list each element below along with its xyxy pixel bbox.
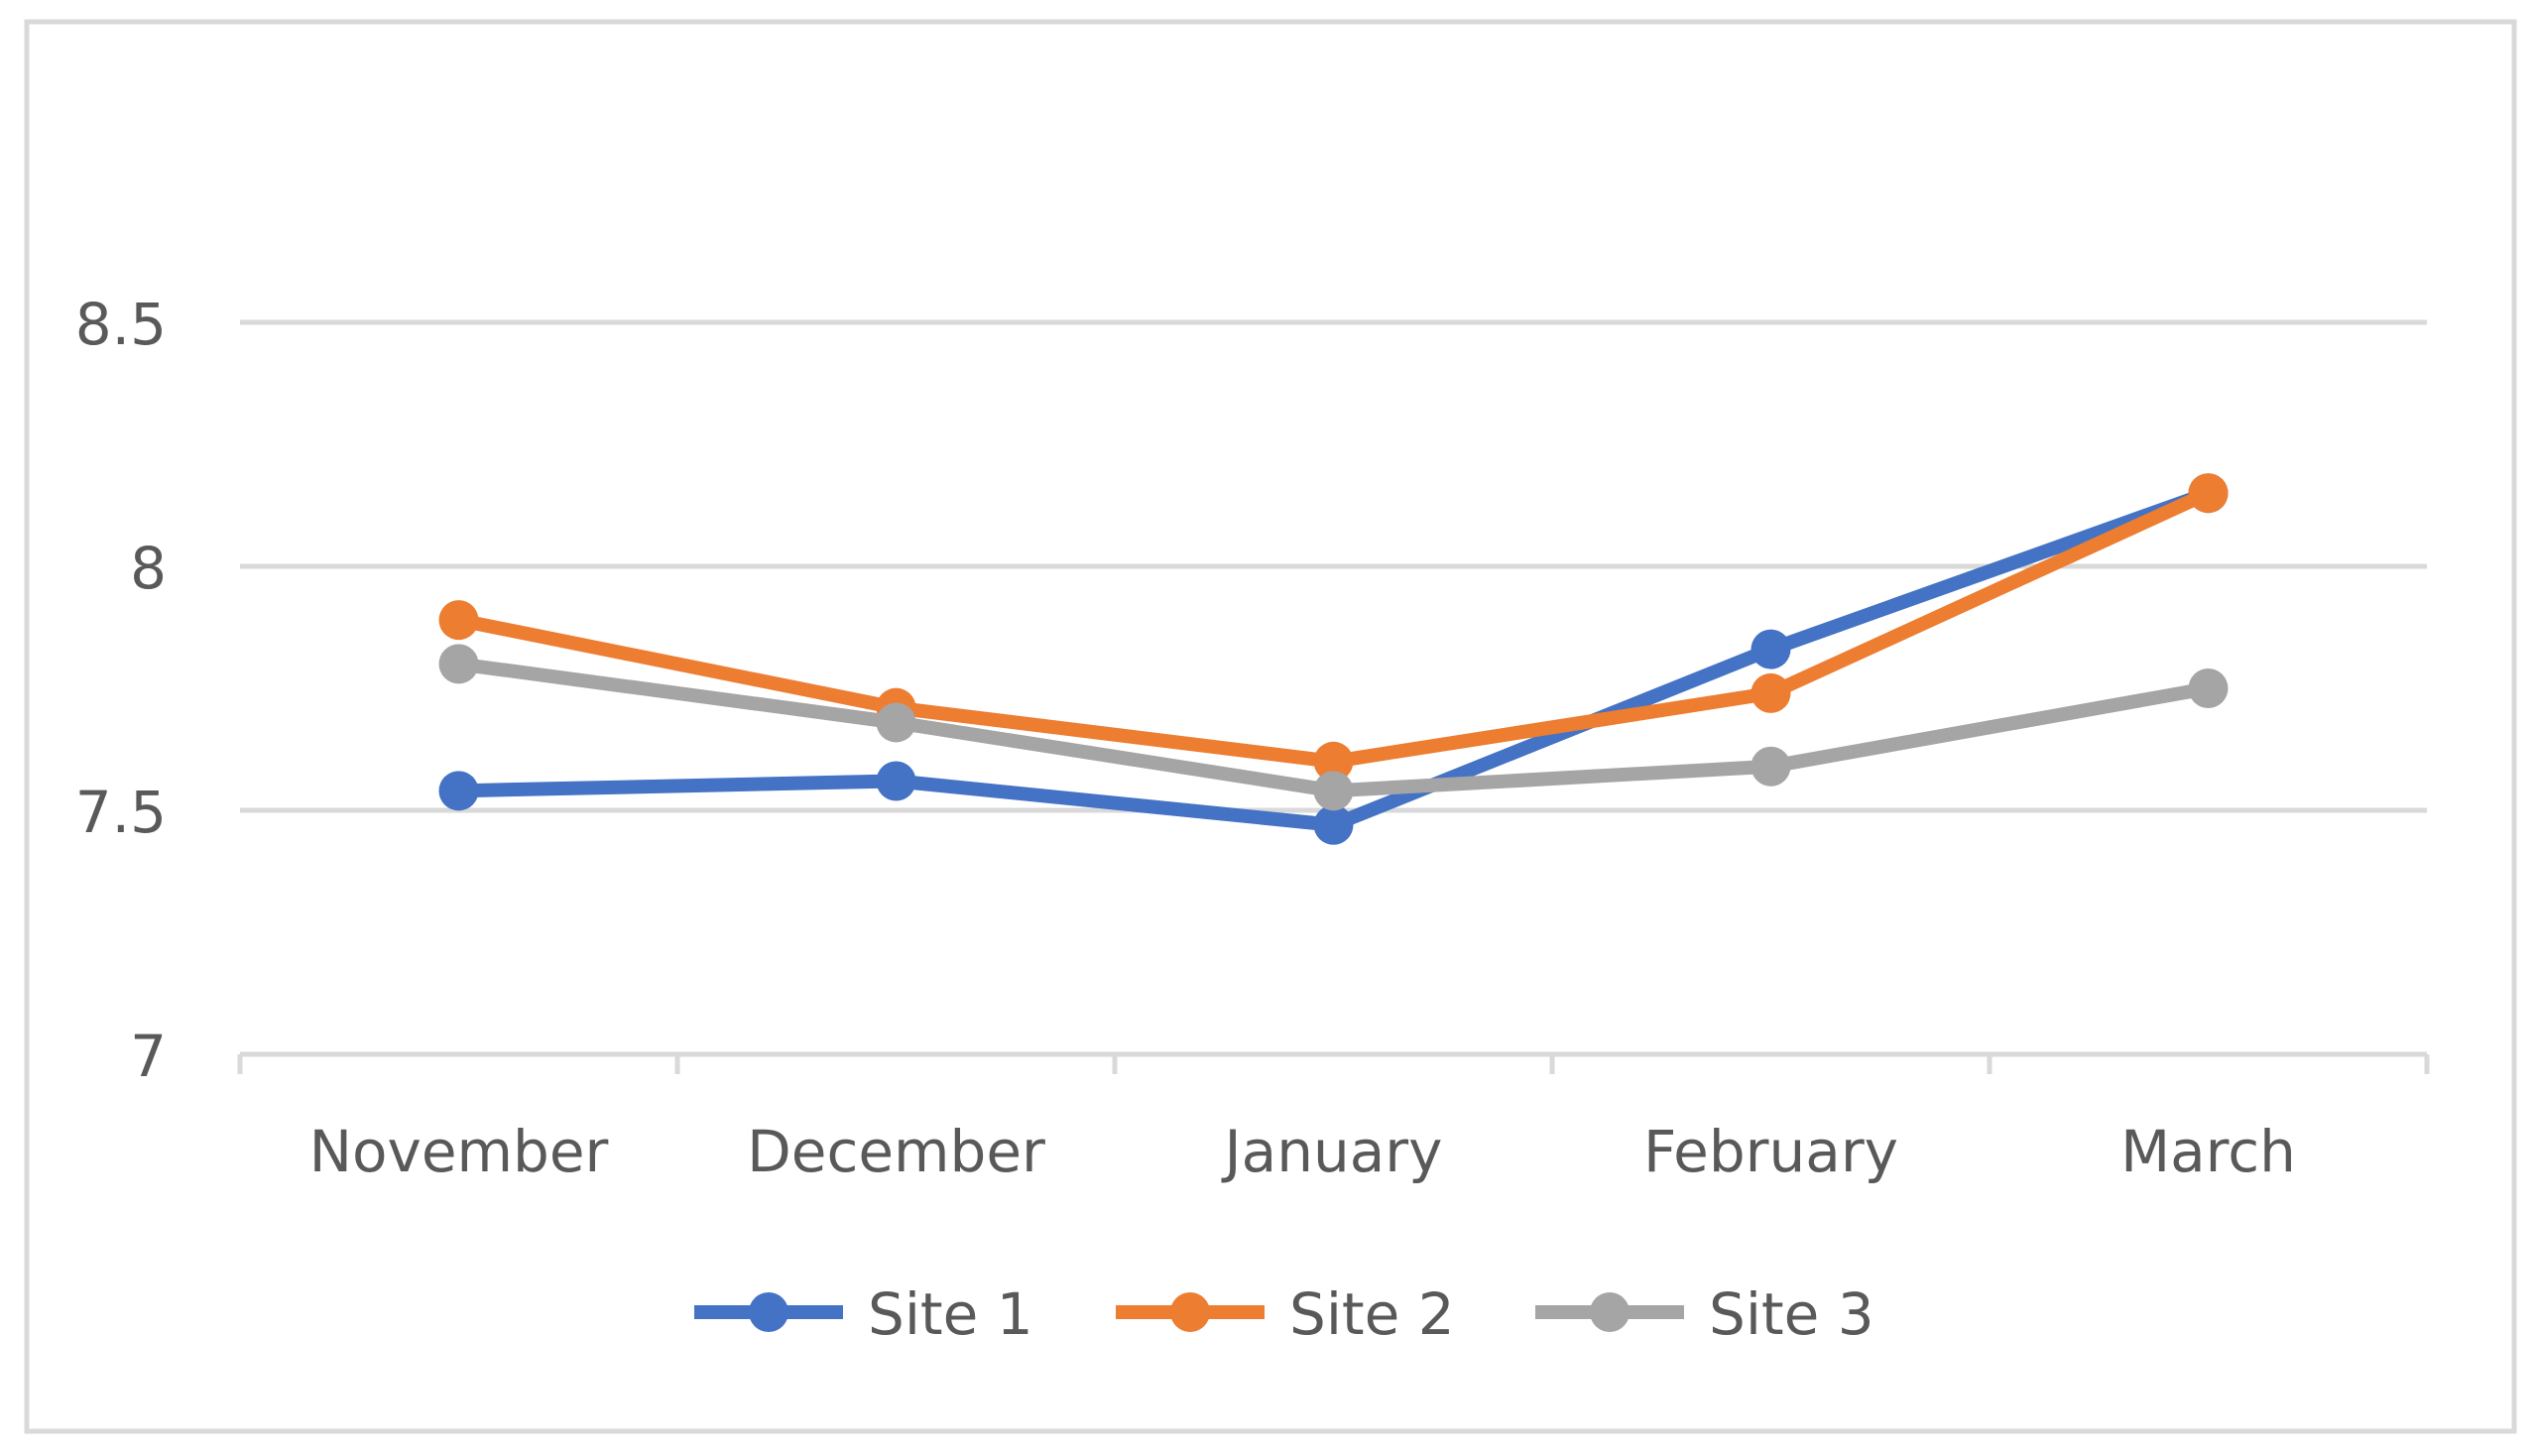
data-point xyxy=(1313,741,1354,782)
data-point xyxy=(1751,746,1791,787)
data-point xyxy=(438,771,479,811)
data-point xyxy=(1313,804,1354,845)
legend-item: Site 1 xyxy=(694,1280,1033,1348)
y-tick-label: 8 xyxy=(130,535,167,602)
legend-label: Site 3 xyxy=(1709,1280,1874,1348)
y-tick-label: 7 xyxy=(130,1023,167,1090)
data-point xyxy=(438,644,479,684)
data-point xyxy=(2188,473,2229,514)
x-tick-label: December xyxy=(747,1118,1045,1185)
data-point xyxy=(1751,629,1791,669)
series-3 xyxy=(438,644,2229,811)
data-point xyxy=(876,702,916,743)
x-tick-label: February xyxy=(1643,1118,1898,1185)
legend-label: Site 2 xyxy=(1289,1280,1455,1348)
legend-item: Site 3 xyxy=(1535,1280,1874,1348)
x-tick-label: January xyxy=(1222,1118,1443,1185)
x-axis xyxy=(237,1051,2430,1074)
legend-marker xyxy=(1170,1292,1210,1332)
data-point xyxy=(438,600,479,641)
legend-marker xyxy=(1590,1292,1630,1332)
legend: Site 1 Site 2 Site 3 xyxy=(694,1280,1874,1348)
y-tick-label: 8.5 xyxy=(75,291,167,358)
y-tick-label: 7.5 xyxy=(75,779,167,846)
data-point xyxy=(1313,771,1354,811)
series-group xyxy=(438,473,2229,845)
x-tick-label: November xyxy=(309,1118,609,1185)
data-point xyxy=(2188,668,2229,708)
legend-item: Site 2 xyxy=(1116,1280,1455,1348)
x-axis-tick-labels: November December January February March xyxy=(309,1118,2296,1185)
y-axis-tick-labels: 7 7.5 8 8.5 xyxy=(75,291,167,1090)
chart-frame xyxy=(24,19,2517,1434)
legend-label: Site 1 xyxy=(868,1280,1033,1348)
data-point xyxy=(1751,672,1791,713)
legend-marker xyxy=(749,1292,788,1332)
data-point xyxy=(876,761,916,801)
x-tick-label: March xyxy=(2120,1118,2296,1185)
